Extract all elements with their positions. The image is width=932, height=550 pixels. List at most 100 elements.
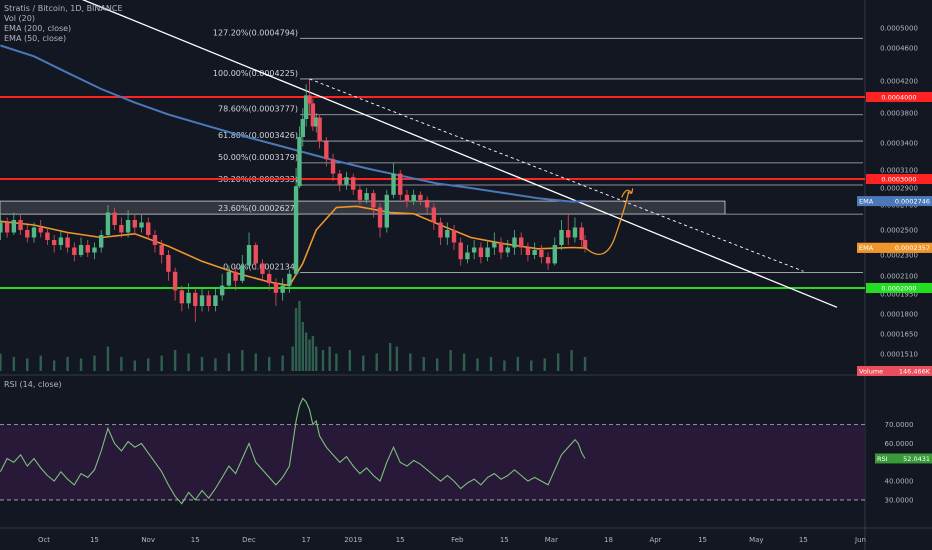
candle-body xyxy=(424,199,430,208)
price-tag[interactable] xyxy=(857,366,932,376)
candle xyxy=(152,230,158,253)
volume-bar xyxy=(39,355,42,371)
candle-body xyxy=(505,247,510,253)
candle-body xyxy=(179,290,185,304)
candle xyxy=(132,215,137,235)
candle-body xyxy=(344,177,349,185)
symbol-title[interactable]: Stratis / Bitcoin, 1D, BINANCE xyxy=(4,4,123,13)
candle xyxy=(280,278,285,301)
candle xyxy=(324,137,329,167)
candle-body xyxy=(552,245,557,264)
legend-volume[interactable]: Vol (20) xyxy=(4,14,35,23)
price-axis[interactable]: 0.0005000 0.0004600 0.0004200 0.0003800 0.00… xyxy=(857,25,932,505)
price-tag[interactable] xyxy=(857,196,932,207)
candle xyxy=(579,222,584,248)
price-tick-label: 0.0003800 xyxy=(880,110,918,118)
time-tick-label: 17 xyxy=(302,536,311,544)
chart-legend: Stratis / Bitcoin, 1D, BINANCE Vol (20) … xyxy=(4,4,123,44)
candle xyxy=(78,237,84,258)
time-tick-label: Nov xyxy=(141,536,155,544)
candle-body xyxy=(364,193,369,200)
volume-bar xyxy=(66,357,69,371)
volume-bar xyxy=(214,358,217,371)
candle-body xyxy=(411,194,416,202)
rsi-tag-name: RSI xyxy=(877,455,888,463)
time-tick-label: 15 xyxy=(500,536,509,544)
time-tick-label: Feb xyxy=(451,536,464,544)
volume-bar xyxy=(254,353,257,371)
candle xyxy=(99,230,104,253)
volume-bar xyxy=(328,346,331,371)
candle-body xyxy=(78,245,84,255)
candle-body xyxy=(384,194,389,228)
legend-ema200[interactable]: EMA (200, close) xyxy=(4,24,72,33)
candle-body xyxy=(253,245,258,264)
candle xyxy=(512,230,517,255)
candle-body xyxy=(451,230,457,243)
candle-body xyxy=(152,235,158,245)
candle-body xyxy=(85,245,90,253)
time-axis[interactable]: Oct 15 Nov 15 Dec 17 2019 15 Feb 15 Mar 18 Apr 15 May 1… xyxy=(38,536,866,544)
candle xyxy=(539,245,544,264)
volume-bar xyxy=(52,360,56,371)
volume-bar xyxy=(388,343,392,371)
price-tag[interactable] xyxy=(866,283,932,293)
price-tick-label: 0.0002100 xyxy=(880,273,918,281)
candle xyxy=(465,245,470,264)
candle xyxy=(384,189,389,233)
candle-body xyxy=(213,295,218,306)
rsi-tag-value: 52.0431 xyxy=(903,455,930,463)
candle-body xyxy=(391,173,396,195)
volume-bar xyxy=(516,357,520,371)
candle-body xyxy=(31,227,37,238)
candle xyxy=(139,215,144,233)
candle xyxy=(344,171,349,190)
candle xyxy=(45,227,50,245)
volume-bar xyxy=(173,350,177,371)
volume-bar xyxy=(556,353,560,371)
candle xyxy=(72,242,77,262)
candle-body xyxy=(199,295,205,306)
candle-body xyxy=(72,247,77,255)
volume-bar xyxy=(200,357,204,371)
candle xyxy=(125,210,131,238)
price-tag[interactable] xyxy=(857,242,932,253)
candle-body xyxy=(146,222,151,235)
candle xyxy=(260,259,265,281)
rsi-tick-label: 30.0000 xyxy=(885,496,914,504)
volume-bar xyxy=(462,353,466,371)
rsi-tag[interactable] xyxy=(875,453,932,464)
legend-ema50[interactable]: EMA (50, close) xyxy=(4,34,67,43)
candle xyxy=(0,215,3,240)
price-tag[interactable] xyxy=(866,174,932,184)
volume-bar xyxy=(348,350,352,371)
candle xyxy=(112,207,117,230)
candle xyxy=(337,170,342,192)
candle xyxy=(364,188,369,204)
volume-bar xyxy=(395,346,399,371)
candle-body xyxy=(4,222,10,233)
rsi-pane[interactable] xyxy=(0,397,865,505)
candle-body xyxy=(458,242,463,260)
candle-body xyxy=(300,119,305,137)
candle xyxy=(505,240,510,258)
time-tick-label: 15 xyxy=(396,536,405,544)
rsi-line xyxy=(0,397,586,505)
candle xyxy=(51,235,57,253)
candle-body xyxy=(471,247,477,253)
candle xyxy=(213,288,218,312)
candle-body xyxy=(125,220,131,233)
candle-body xyxy=(293,186,299,274)
volume-bar xyxy=(503,360,506,371)
candle-body xyxy=(579,227,584,240)
price-tag[interactable] xyxy=(866,92,932,102)
candle xyxy=(300,108,305,147)
candle-body xyxy=(99,235,104,248)
price-tick-label: 0.0004600 xyxy=(880,45,918,53)
candle-body xyxy=(45,232,50,240)
rsi-title[interactable]: RSI (14, close) xyxy=(4,380,62,389)
price-tick-label: 0.0004200 xyxy=(880,78,918,86)
price-tag-name: EMA xyxy=(859,244,874,252)
